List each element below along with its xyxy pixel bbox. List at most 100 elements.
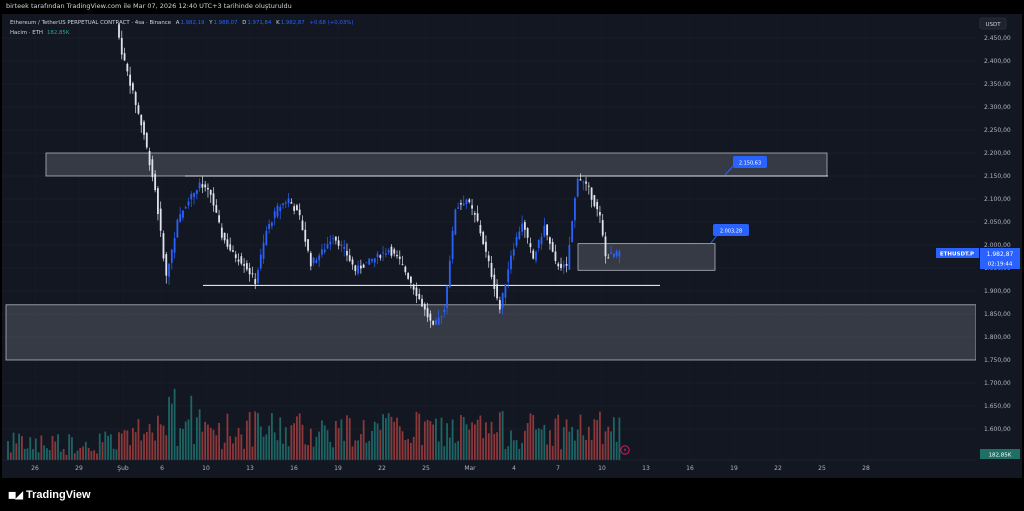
volume-bar [165,435,168,460]
price-tick-label: 2.000,00 [984,242,1011,249]
volume-bar [568,431,571,460]
candle-body [143,121,145,135]
volume-bar [245,420,248,460]
volume-bar [423,421,426,460]
volume-bar [323,425,326,460]
volume-bar [376,423,379,460]
volume-bar [57,434,59,460]
candle-body [237,259,240,262]
volume-bar [23,448,26,460]
volume-bar [48,450,51,460]
chart-area[interactable]: 2.150,63 2.003,28 USDT 2.450,00 2.400,00 2… [2,14,1022,478]
low-label: D [242,20,247,26]
price-zone[interactable] [577,243,716,271]
volume-bar [15,443,18,460]
candle-body [593,195,596,207]
volume-bar [476,419,479,460]
volume-bar [259,426,262,460]
price-tick-label: 2.300,00 [984,104,1011,111]
volume-bar [485,422,487,460]
candle-body [165,254,168,276]
candle-body [326,244,329,249]
volume-bar [582,435,585,460]
candle-body [487,255,490,262]
candle-body [574,198,576,221]
candle-body [454,209,457,235]
volume-bar [404,439,407,460]
tradingview-logo[interactable]: ◼◢ TradingView [8,489,91,501]
candle-body [262,242,265,259]
volume-bar [182,428,184,460]
candle-body [435,320,437,325]
candle-body [384,253,387,255]
time-tick-label: 10 [202,465,210,472]
price-axis[interactable]: USDT 2.450,00 2.400,00 2.350,00 2.300,00 2.2… [976,14,1022,478]
symbol-title[interactable]: Ethereum / TetherUS PERPETUAL CONTRACT ·… [10,20,172,26]
volume-bar [46,448,48,460]
volume-bar [396,417,398,460]
volume-bar [195,417,198,460]
volume-bar [587,426,590,460]
volume-bar [457,440,460,460]
volume-bar [535,429,537,460]
volume-bar [412,436,415,460]
volume-bar [109,434,112,460]
volume-bar [234,436,237,460]
volume-bar [232,443,234,460]
currency-button[interactable] [979,17,1007,30]
lower-callout-text: 2.003,28 [720,229,742,235]
volume-bar [332,447,334,460]
volume-bar [321,420,323,460]
candle-body [365,262,368,264]
volume-bar [132,427,134,460]
volume-bar [68,434,71,460]
volume-bar [523,430,526,460]
candle-body [195,189,198,195]
volume-bar [145,431,148,460]
price-tick-label: 1.600,00 [984,426,1011,433]
time-tick-label: 25 [818,465,826,472]
price-tick-label: 1.850,00 [984,311,1011,318]
price-zone[interactable] [45,152,828,177]
price-zone[interactable] [5,304,977,361]
volume-bar [268,425,271,460]
candle-body [379,255,382,258]
lightning-icon[interactable] [620,445,630,455]
volume-bar [301,424,304,460]
volume-bar [248,412,251,460]
volume-bar [54,441,57,460]
upper-callout-box[interactable] [733,156,767,168]
volume-bar [29,437,32,460]
candle-body [220,227,223,238]
volume-bar [454,442,457,460]
volume-bar [590,440,593,460]
candle-body [334,236,337,241]
candle-body [599,212,601,216]
candle-body [607,257,610,259]
time-tick-label: 16 [686,465,694,472]
volume-bar [237,427,240,460]
volume-bar [529,413,532,460]
volume-bar [7,440,9,460]
volume-bar [215,435,218,460]
candle-body [179,214,182,222]
volume-value: 182,85K [46,30,70,36]
time-tick-label: Şub [117,465,129,472]
price-tick-label: 2.450,00 [984,35,1011,42]
candle-body [429,313,432,321]
candle-body [398,256,401,259]
candle-body [145,132,148,148]
time-axis[interactable]: 26 29 Şub 6 10 13 16 19 22 25 Mar 4 7 10 13 16 19 22 25 28 [2,459,976,472]
volume-label[interactable]: Hacim · ETH [10,30,43,36]
time-tick-label: 19 [334,465,342,472]
volume-bar [604,431,607,460]
volume-bar [282,443,284,460]
volume-bar [354,440,357,460]
candle-body [298,209,301,216]
candle-body [190,194,193,200]
volume-bar [201,431,204,460]
volume-bar [226,413,229,460]
volume-bar [343,440,346,460]
volume-bar [393,421,396,460]
lower-callout-box[interactable] [713,224,749,236]
